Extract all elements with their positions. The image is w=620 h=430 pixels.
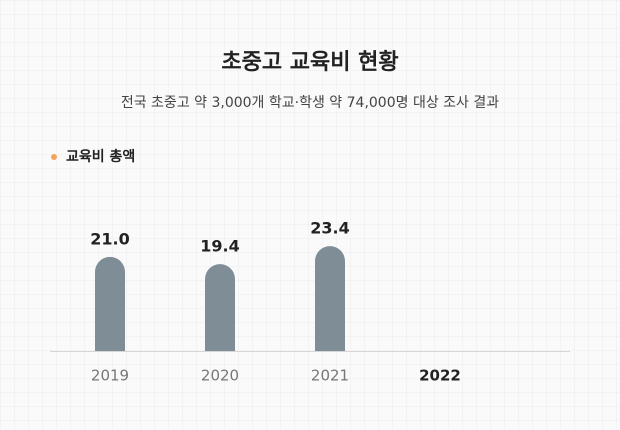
value-label: 21.0 xyxy=(90,229,129,248)
x-tick-label: 2020 xyxy=(201,367,239,385)
x-tick-label: 2019 xyxy=(91,367,129,385)
value-label: 23.4 xyxy=(310,219,349,238)
bar xyxy=(315,246,345,351)
x-tick-label: 2022 xyxy=(419,367,461,385)
chart-subtitle: 전국 초중고 약 3,000개 학교·학생 약 74,000명 대상 조사 결과 xyxy=(121,95,499,111)
chart-title: 초중고 교육비 현황 xyxy=(221,50,398,75)
x-tick-label: 2021 xyxy=(311,367,349,385)
legend-marker xyxy=(51,154,57,160)
bar xyxy=(205,264,235,351)
bar xyxy=(95,256,126,351)
value-label: 19.4 xyxy=(200,237,239,256)
legend-label: 교육비 총액 xyxy=(66,148,135,165)
